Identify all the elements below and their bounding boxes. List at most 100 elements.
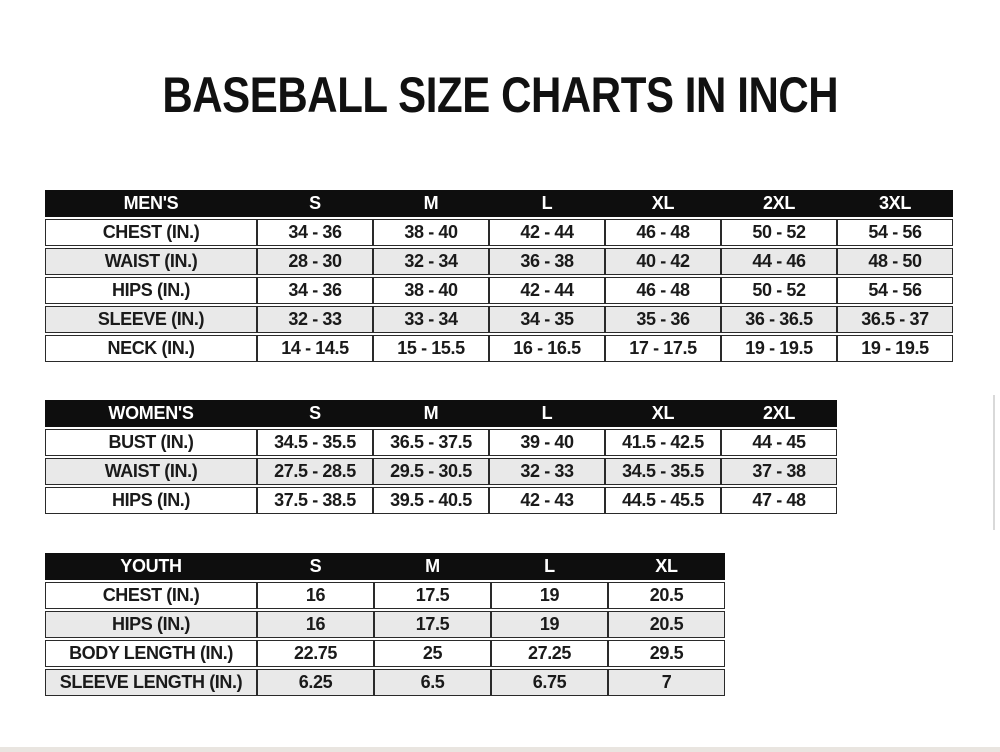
size-value: 32 - 34 xyxy=(373,248,489,275)
row-label: NECK (IN.) xyxy=(45,335,257,362)
size-value: 54 - 56 xyxy=(837,219,953,246)
size-value: 16 - 16.5 xyxy=(489,335,605,362)
size-value: 33 - 34 xyxy=(373,306,489,333)
size-value: 34.5 - 35.5 xyxy=(257,429,373,456)
size-value: 47 - 48 xyxy=(721,487,837,514)
size-value: 38 - 40 xyxy=(373,277,489,304)
scan-edge-artifact-right xyxy=(993,395,995,530)
size-value: 22.75 xyxy=(257,640,374,667)
size-value: 34.5 - 35.5 xyxy=(605,458,721,485)
size-value: 6.25 xyxy=(257,669,374,696)
row-label: HIPS (IN.) xyxy=(45,611,257,638)
size-value: 36.5 - 37.5 xyxy=(373,429,489,456)
size-value: 27.5 - 28.5 xyxy=(257,458,373,485)
size-value: 36 - 36.5 xyxy=(721,306,837,333)
column-header-xl: XL xyxy=(605,190,721,217)
size-value: 36.5 - 37 xyxy=(837,306,953,333)
scan-edge-artifact-bottom xyxy=(0,747,1000,752)
column-header-m: M xyxy=(374,553,491,580)
size-value: 25 xyxy=(374,640,491,667)
row-label: HIPS (IN.) xyxy=(45,487,257,514)
size-value: 19 - 19.5 xyxy=(721,335,837,362)
page-title-text: BASEBALL SIZE CHARTS IN INCH xyxy=(162,67,838,123)
size-value: 34 - 35 xyxy=(489,306,605,333)
size-value: 54 - 56 xyxy=(837,277,953,304)
row-label: SLEEVE (IN.) xyxy=(45,306,257,333)
table-row: SLEEVE (IN.) 32 - 33 33 - 34 34 - 35 35 - 36… xyxy=(45,306,953,333)
mens-table-title: MEN'S xyxy=(45,190,257,217)
size-value: 28 - 30 xyxy=(257,248,373,275)
table-row: HIPS (IN.) 16 17.5 19 20.5 xyxy=(45,611,725,638)
size-value: 46 - 48 xyxy=(605,277,721,304)
size-value: 40 - 42 xyxy=(605,248,721,275)
size-value: 32 - 33 xyxy=(257,306,373,333)
table-row: BUST (IN.) 34.5 - 35.5 36.5 - 37.5 39 - 40 4… xyxy=(45,429,837,456)
column-header-3xl: 3XL xyxy=(837,190,953,217)
mens-header-row: MEN'S S M L XL 2XL 3XL xyxy=(45,190,953,217)
row-label: WAIST (IN.) xyxy=(45,458,257,485)
table-row: BODY LENGTH (IN.) 22.75 25 27.25 29.5 xyxy=(45,640,725,667)
size-value: 6.5 xyxy=(374,669,491,696)
table-row: WAIST (IN.) 28 - 30 32 - 34 36 - 38 40 - 42 4… xyxy=(45,248,953,275)
row-label: BUST (IN.) xyxy=(45,429,257,456)
size-value: 44 - 45 xyxy=(721,429,837,456)
table-row: WAIST (IN.) 27.5 - 28.5 29.5 - 30.5 32 - 33… xyxy=(45,458,837,485)
size-value: 27.25 xyxy=(491,640,608,667)
size-value: 20.5 xyxy=(608,582,725,609)
size-value: 48 - 50 xyxy=(837,248,953,275)
size-value: 35 - 36 xyxy=(605,306,721,333)
column-header-l: L xyxy=(489,190,605,217)
row-label: BODY LENGTH (IN.) xyxy=(45,640,257,667)
row-label: HIPS (IN.) xyxy=(45,277,257,304)
column-header-2xl: 2XL xyxy=(721,190,837,217)
table-row: CHEST (IN.) 34 - 36 38 - 40 42 - 44 46 - 48 5… xyxy=(45,219,953,246)
size-value: 46 - 48 xyxy=(605,219,721,246)
size-value: 50 - 52 xyxy=(721,277,837,304)
size-value: 39 - 40 xyxy=(489,429,605,456)
size-value: 42 - 44 xyxy=(489,219,605,246)
table-row: HIPS (IN.) 37.5 - 38.5 39.5 - 40.5 42 - 43 4… xyxy=(45,487,837,514)
size-value: 37 - 38 xyxy=(721,458,837,485)
size-value: 37.5 - 38.5 xyxy=(257,487,373,514)
size-value: 44.5 - 45.5 xyxy=(605,487,721,514)
youth-header-row: YOUTH S M L XL xyxy=(45,553,725,580)
row-label: SLEEVE LENGTH (IN.) xyxy=(45,669,257,696)
size-value: 19 xyxy=(491,582,608,609)
womens-table-title: WOMEN'S xyxy=(45,400,257,427)
size-value: 16 xyxy=(257,582,374,609)
column-header-s: S xyxy=(257,400,373,427)
table-row: CHEST (IN.) 16 17.5 19 20.5 xyxy=(45,582,725,609)
size-value: 6.75 xyxy=(491,669,608,696)
table-row: NECK (IN.) 14 - 14.5 15 - 15.5 16 - 16.5 17 … xyxy=(45,335,953,362)
size-value: 17.5 xyxy=(374,582,491,609)
size-value: 32 - 33 xyxy=(489,458,605,485)
column-header-xl: XL xyxy=(605,400,721,427)
page-title: BASEBALL SIZE CHARTS IN INCH xyxy=(0,66,1000,124)
table-row: HIPS (IN.) 34 - 36 38 - 40 42 - 44 46 - 48 50… xyxy=(45,277,953,304)
size-value: 29.5 - 30.5 xyxy=(373,458,489,485)
column-header-m: M xyxy=(373,190,489,217)
mens-size-table: MEN'S S M L XL 2XL 3XL CHEST (IN.) 34 - 36 38 - 4… xyxy=(45,188,953,364)
table-row: SLEEVE LENGTH (IN.) 6.25 6.5 6.75 7 xyxy=(45,669,725,696)
size-value: 20.5 xyxy=(608,611,725,638)
size-value: 29.5 xyxy=(608,640,725,667)
size-value: 14 - 14.5 xyxy=(257,335,373,362)
size-value: 34 - 36 xyxy=(257,277,373,304)
column-header-m: M xyxy=(373,400,489,427)
column-header-s: S xyxy=(257,553,374,580)
size-value: 19 - 19.5 xyxy=(837,335,953,362)
row-label: WAIST (IN.) xyxy=(45,248,257,275)
youth-table-title: YOUTH xyxy=(45,553,257,580)
womens-header-row: WOMEN'S S M L XL 2XL xyxy=(45,400,837,427)
size-value: 19 xyxy=(491,611,608,638)
size-value: 15 - 15.5 xyxy=(373,335,489,362)
size-value: 42 - 44 xyxy=(489,277,605,304)
size-value: 7 xyxy=(608,669,725,696)
size-value: 36 - 38 xyxy=(489,248,605,275)
size-value: 42 - 43 xyxy=(489,487,605,514)
size-value: 50 - 52 xyxy=(721,219,837,246)
size-value: 38 - 40 xyxy=(373,219,489,246)
size-value: 34 - 36 xyxy=(257,219,373,246)
size-value: 41.5 - 42.5 xyxy=(605,429,721,456)
